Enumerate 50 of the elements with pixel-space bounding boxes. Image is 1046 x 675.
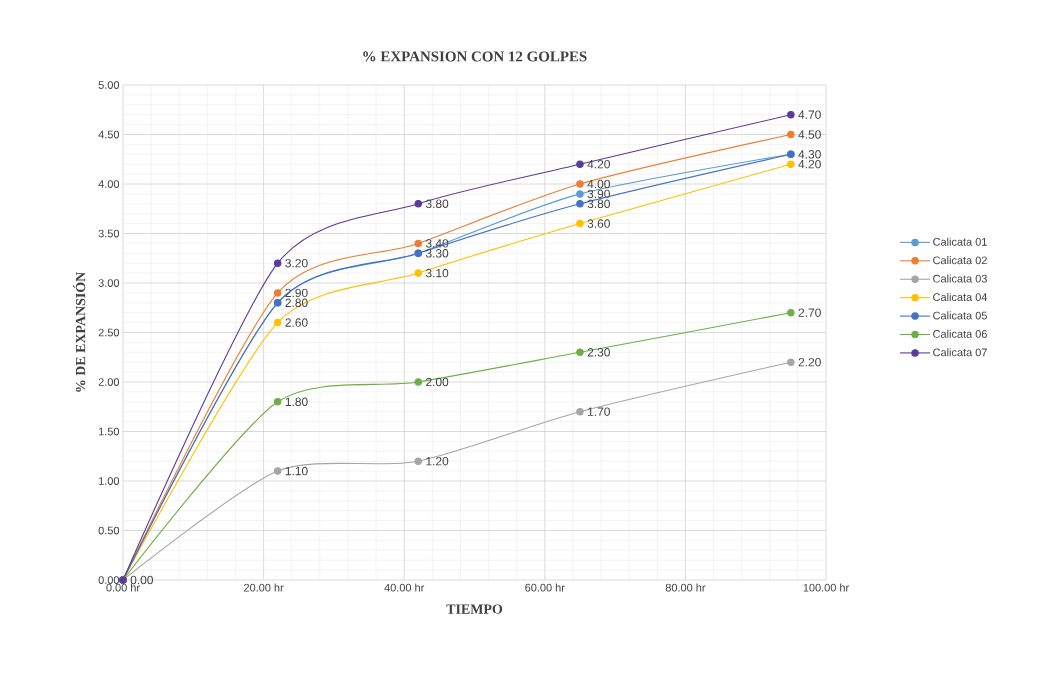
- chart-title: % EXPANSION CON 12 GOLPES: [363, 51, 587, 62]
- data-label: 3.80: [587, 199, 610, 209]
- legend-label: Calicata 07: [933, 348, 987, 357]
- legend-label: Calicata 01: [933, 237, 987, 246]
- x-tick-label: 80.00 hr: [665, 583, 706, 592]
- data-label: 3.20: [285, 258, 308, 268]
- y-tick-label: 3.00: [98, 279, 120, 287]
- data-label: 2.20: [798, 357, 821, 367]
- legend-label: Calicata 06: [933, 329, 987, 338]
- y-tick-label: 1.00: [98, 477, 120, 485]
- x-tick-label: 60.00 hr: [525, 583, 565, 592]
- data-label: 2.70: [798, 308, 821, 317]
- data-label: 1.20: [426, 456, 449, 466]
- data-label: 3.30: [425, 249, 449, 258]
- data-label: 4.70: [798, 110, 821, 119]
- y-tick-label: 0.00: [98, 576, 120, 584]
- data-label: 2.00: [426, 377, 449, 387]
- data-label: 3.60: [587, 219, 610, 228]
- legend-label: Calicata 05: [933, 311, 987, 320]
- legend-label: Calicata 04: [933, 292, 988, 301]
- y-tick-label: 2.50: [98, 328, 120, 337]
- x-tick-label: 100.00 hr: [803, 583, 849, 592]
- data-label: 4.00: [587, 179, 610, 189]
- data-label: 3.80: [425, 199, 449, 209]
- data-label: 4.20: [587, 159, 610, 169]
- y-tick-label: 0.50: [98, 526, 120, 535]
- y-tick-label: 3.50: [98, 229, 120, 238]
- y-tick-label: 5.00: [98, 81, 120, 89]
- data-label: 1.80: [285, 397, 308, 407]
- y-tick-label: 4.50: [98, 130, 120, 139]
- x-tick-label: 0.00 hr: [106, 583, 140, 592]
- data-label: 2.30: [587, 348, 610, 357]
- y-tick-label: 2.00: [98, 378, 120, 386]
- y-tick-label: 1.50: [98, 427, 120, 436]
- legend-label: Calicata 02: [933, 256, 987, 265]
- data-label: 2.60: [285, 318, 308, 327]
- data-label: 4.20: [798, 159, 821, 169]
- data-label: 3.10: [425, 268, 449, 278]
- data-label: 4.50: [798, 130, 821, 139]
- x-tick-label: 40.00 hr: [384, 583, 425, 592]
- data-label: 0.00: [130, 575, 154, 585]
- x-tick-label: 20.00 hr: [244, 583, 284, 592]
- y-axis-title: % DE EXPANSIÓN: [73, 271, 86, 392]
- legend-label: Calicata 03: [933, 274, 987, 283]
- y-tick-label: 4.00: [98, 180, 120, 188]
- data-label: 1.70: [588, 407, 610, 416]
- data-label: 1.10: [285, 466, 308, 476]
- data-label: 3.90: [587, 189, 610, 199]
- data-label: 4.30: [798, 150, 821, 159]
- x-axis-title: TIEMPO: [446, 604, 503, 614]
